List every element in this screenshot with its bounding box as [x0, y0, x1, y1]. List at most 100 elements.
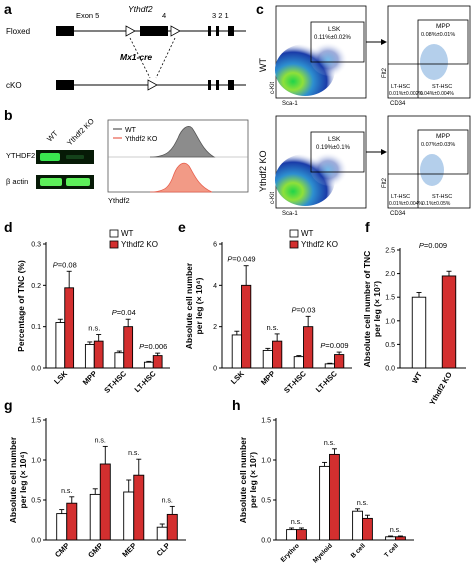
g-xtick-label: MEP — [120, 541, 138, 559]
d-annotation: P=0.04 — [112, 308, 136, 317]
e-annotation: P=0.009 — [320, 341, 348, 350]
e-ytick-label: 6 — [213, 242, 217, 249]
g-bar-gmp-0 — [89, 493, 101, 541]
wt-cd34-axis: CD34 — [390, 101, 406, 107]
g-annotation: n.s. — [61, 488, 72, 495]
wt-mpp-gate — [417, 19, 469, 65]
e-bar-mpp-0 — [262, 349, 273, 369]
f-annotation: P=0.009 — [419, 241, 447, 250]
h-bar-b-cell-1 — [362, 517, 373, 541]
d-bar-lsk-0 — [55, 322, 66, 369]
e-bar-st-hsc-0 — [293, 356, 304, 369]
e-legend-swatch — [289, 229, 299, 238]
chart-d: 0.0 0.1 0.2 0.3 Percentage of TNC (%) P=0.08 L… — [16, 229, 170, 395]
e-xtick-label: LSK — [229, 369, 246, 386]
d-bar-lt-hsc-1 — [152, 355, 163, 369]
f-ytick-label: 2.0 — [385, 271, 395, 278]
g-bar-cmp-1 — [66, 502, 78, 541]
h-annotation: n.s. — [291, 519, 302, 526]
histogram-wt — [149, 126, 216, 158]
d-xtick-label: LT-HSC — [133, 369, 159, 395]
d-legend-swatch — [109, 240, 119, 249]
d-annotation: n.s. — [88, 324, 100, 333]
cko-exon5 — [56, 80, 74, 90]
ko-st-value: 0.1%±0.05% — [422, 201, 451, 207]
e-bar-lt-hsc-1 — [334, 354, 345, 369]
chart-e: 0 2 4 6 Absolute cell number per leg (× 10⁴) P… — [184, 229, 352, 395]
floxed-exon4 — [140, 26, 168, 36]
cko-exon3 — [208, 80, 211, 90]
g-xtick-label: GMP — [86, 541, 104, 559]
d-ylabel: Percentage of TNC (%) — [16, 260, 26, 352]
ko-lsk-gate-value: 0.19%±0.1% — [316, 145, 351, 151]
panel-letter-b: b — [4, 107, 13, 123]
d-bar-st-hsc-0 — [114, 352, 125, 369]
ko-mpp-gate — [417, 129, 469, 175]
lane-ko: Ythdf2 KO — [65, 116, 96, 147]
panel-letter-a: a — [4, 1, 12, 17]
wt-flt2-axis: Flt2 — [382, 67, 388, 78]
exon4-label: 4 — [162, 11, 166, 20]
d-bar-st-hsc-1 — [123, 326, 134, 369]
cre-label: Mx1-cre — [120, 52, 152, 62]
d-ytick-label: 0.2 — [31, 283, 41, 290]
e-ytick-label: 0 — [213, 366, 217, 373]
g-ytick-label: 1.5 — [31, 418, 41, 425]
e-bar-lsk-0 — [231, 334, 242, 369]
wt-lsk-gate-label: LSK — [328, 26, 341, 33]
d-annotation: P=0.08 — [53, 260, 77, 269]
ko-sca1-axis: Sca-1 — [282, 211, 298, 217]
chart-f: 0.0 0.5 1.0 1.5 2.0 2.5 Absolute cell number o… — [362, 241, 466, 407]
h-bar-b-cell-0 — [352, 510, 363, 541]
wt-lsk-cloud-2 — [310, 40, 350, 76]
wt-lsk-gate-value: 0.11%±0.02% — [314, 35, 352, 41]
gene-diagram: Exon 5 Ythdf2 4 3 2 1 Floxed Mx1-cre cKO — [6, 4, 246, 91]
h-bar-t-cell-1 — [395, 536, 406, 541]
band-actin-ko — [66, 178, 90, 186]
h-annotation: n.s. — [357, 500, 368, 507]
western-blot: WT Ythdf2 KO YTHDF2 β actin — [6, 116, 96, 189]
gene-name: Ythdf2 — [128, 4, 153, 14]
flow-cytometry: WT Ythdf2 KO LSK 0.11%±0.02% c-Kit Sca-1… — [258, 5, 471, 217]
histogram-xlabel: Ythdf2 — [108, 196, 130, 205]
wt-mpp-label: MPP — [436, 23, 450, 30]
h-ylabel-line2: per leg (× 10⁷) — [248, 452, 258, 508]
e-xtick-label: LT-HSC — [314, 369, 340, 395]
loxp-site-2 — [170, 25, 181, 37]
f-ylabel-line1: Absolute cell number of TNC — [362, 251, 372, 368]
d-bar-lsk-1 — [64, 287, 75, 369]
panel-letter-c: c — [256, 1, 264, 17]
wt-lt-value: 0.01%±0.002% — [389, 91, 423, 97]
chart-h: 0.0 0.5 1.0 1.5 Absolute cell number per leg … — [238, 418, 414, 565]
g-ytick-label: 0.5 — [31, 498, 41, 505]
f-xtick-label: WT — [410, 370, 424, 385]
floxed-exon2 — [216, 26, 219, 36]
band-ythdf2-label: YTHDF2 — [6, 151, 35, 160]
g-ytick-label: 1.0 — [31, 458, 41, 465]
cre-dash-right — [155, 37, 176, 79]
f-bar-ythdf2-ko-1 — [441, 275, 457, 369]
histogram: WT Ythdf2 KO Ythdf2 — [107, 119, 249, 205]
g-annotation: n.s. — [95, 437, 106, 444]
h-annotation: n.s. — [324, 440, 335, 447]
wt-st-value: 0.04%±0.004% — [420, 91, 454, 97]
g-bar-mep-0 — [123, 491, 135, 541]
f-ytick-label: 1.5 — [385, 295, 395, 302]
d-xtick-label: LSK — [52, 369, 69, 386]
f-xtick-label: Ythdf2 KO — [428, 370, 454, 406]
legend-ko: Ythdf2 KO — [125, 136, 158, 143]
e-ylabel-line1: Absolute cell number — [184, 262, 194, 349]
band-actin-wt — [40, 178, 62, 186]
h-bar-erythro-1 — [296, 529, 307, 541]
panel-letter-h: h — [232, 397, 241, 413]
wt-hsc-cloud — [420, 44, 448, 80]
wt-st-label: ST-HSC — [432, 84, 452, 90]
wt-sca1-axis: Sca-1 — [282, 101, 298, 107]
e-legend-label: WT — [301, 229, 314, 238]
ko-hsc-cloud — [420, 154, 444, 186]
h-ytick-label: 0.5 — [261, 498, 271, 505]
ko-gate-arrowhead — [381, 149, 387, 155]
e-bar-lsk-1 — [241, 284, 252, 369]
h-ytick-label: 1.5 — [261, 418, 271, 425]
legend-wt: WT — [125, 127, 137, 134]
